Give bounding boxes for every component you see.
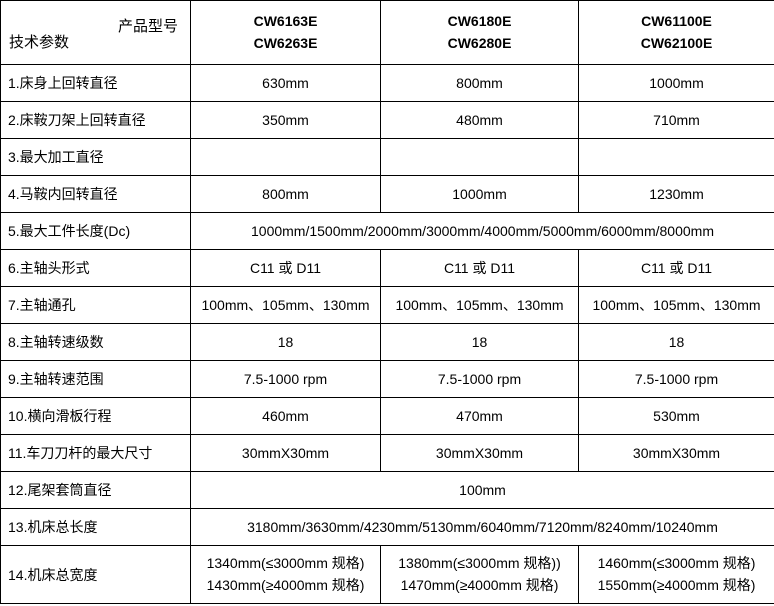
model-name: CW61100E <box>641 12 712 29</box>
corner-label-product-model: 产品型号 <box>117 18 178 35</box>
spec-value: 100mm、105mm、130mm <box>578 286 774 324</box>
spec-value-line: 1380mm(≤3000mm 规格)) <box>398 554 561 571</box>
spec-value: 480mm <box>380 101 579 139</box>
row-label: 12.尾架套筒直径 <box>0 471 191 509</box>
model-name: CW6280E <box>447 34 512 51</box>
row-label: 7.主轴通孔 <box>0 286 191 324</box>
spec-value: 30mmX30mm <box>380 434 579 472</box>
table-row: 5.最大工件长度(Dc) 1000mm/1500mm/2000mm/3000mm… <box>0 212 774 250</box>
row-label: 8.主轴转速级数 <box>0 323 191 361</box>
row-label: 14.机床总宽度 <box>0 545 191 604</box>
header-row: 产品型号 技术参数 CW6163E CW6263E CW6180E CW6280… <box>0 0 774 65</box>
table-row: 9.主轴转速范围 7.5-1000 rpm 7.5-1000 rpm 7.5-1… <box>0 360 774 398</box>
table-row: 8.主轴转速级数 18 18 18 <box>0 323 774 361</box>
table-row: 11.车刀刀杆的最大尺寸 30mmX30mm 30mmX30mm 30mmX30… <box>0 434 774 472</box>
spec-value-empty <box>380 138 579 176</box>
spec-value-multiline: 1460mm(≤3000mm 规格) 1550mm(≥4000mm 规格) <box>578 545 774 604</box>
table-row: 12.尾架套筒直径 100mm <box>0 471 774 509</box>
table-row: 10.横向滑板行程 460mm 470mm 530mm <box>0 397 774 435</box>
model-header-1: CW6163E CW6263E <box>190 0 381 65</box>
spec-value: 18 <box>190 323 381 361</box>
spec-value: 7.5-1000 rpm <box>190 360 381 398</box>
spec-value-multiline: 1340mm(≤3000mm 规格) 1430mm(≥4000mm 规格) <box>190 545 381 604</box>
row-label: 2.床鞍刀架上回转直径 <box>0 101 191 139</box>
spec-value: 18 <box>380 323 579 361</box>
spec-value: 1000mm <box>380 175 579 213</box>
row-label: 3.最大加工直径 <box>0 138 191 176</box>
model-header-3: CW61100E CW62100E <box>578 0 774 65</box>
spec-value: 30mmX30mm <box>190 434 381 472</box>
spec-value: 800mm <box>380 64 579 102</box>
table-row: 1.床身上回转直径 630mm 800mm 1000mm <box>0 64 774 102</box>
spec-value-multiline: 1380mm(≤3000mm 规格)) 1470mm(≥4000mm 规格) <box>380 545 579 604</box>
model-name: CW6263E <box>253 34 318 51</box>
corner-cell: 产品型号 技术参数 <box>0 0 191 65</box>
table-row: 13.机床总长度 3180mm/3630mm/4230mm/5130mm/604… <box>0 508 774 546</box>
spec-value-span: 1000mm/1500mm/2000mm/3000mm/4000mm/5000m… <box>190 212 774 250</box>
spec-value-line: 1460mm(≤3000mm 规格) <box>597 554 756 571</box>
spec-value-empty <box>578 138 774 176</box>
model-header-2: CW6180E CW6280E <box>380 0 579 65</box>
row-label: 6.主轴头形式 <box>0 249 191 287</box>
model-name: CW6180E <box>447 12 512 29</box>
table-row: 7.主轴通孔 100mm、105mm、130mm 100mm、105mm、130… <box>0 286 774 324</box>
model-name: CW62100E <box>640 34 713 51</box>
spec-value: 7.5-1000 rpm <box>578 360 774 398</box>
spec-value-line: 1430mm(≥4000mm 规格) <box>206 576 365 593</box>
spec-value-line: 1550mm(≥4000mm 规格) <box>597 576 756 593</box>
spec-value-line: 1470mm(≥4000mm 规格) <box>400 576 559 593</box>
spec-value-span: 3180mm/3630mm/4230mm/5130mm/6040mm/7120m… <box>190 508 774 546</box>
spec-value: 1000mm <box>578 64 774 102</box>
spec-value: 460mm <box>190 397 381 435</box>
spec-value: 530mm <box>578 397 774 435</box>
row-label: 13.机床总长度 <box>0 508 191 546</box>
spec-value: 30mmX30mm <box>578 434 774 472</box>
row-label: 5.最大工件长度(Dc) <box>0 212 191 250</box>
spec-value: C11 或 D11 <box>578 249 774 287</box>
spec-value: C11 或 D11 <box>190 249 381 287</box>
row-label: 10.横向滑板行程 <box>0 397 191 435</box>
spec-value: C11 或 D11 <box>380 249 579 287</box>
model-name: CW6163E <box>253 12 318 29</box>
row-label: 1.床身上回转直径 <box>0 64 191 102</box>
spec-value-span: 100mm <box>190 471 774 509</box>
spec-value: 470mm <box>380 397 579 435</box>
spec-value: 1230mm <box>578 175 774 213</box>
spec-value: 7.5-1000 rpm <box>380 360 579 398</box>
spec-value: 350mm <box>190 101 381 139</box>
spec-value-line: 1340mm(≤3000mm 规格) <box>206 554 365 571</box>
table-row: 3.最大加工直径 <box>0 138 774 176</box>
spec-value: 100mm、105mm、130mm <box>190 286 381 324</box>
spec-value: 630mm <box>190 64 381 102</box>
spec-value: 710mm <box>578 101 774 139</box>
row-label: 11.车刀刀杆的最大尺寸 <box>0 434 191 472</box>
row-label: 9.主轴转速范围 <box>0 360 191 398</box>
spec-value: 100mm、105mm、130mm <box>380 286 579 324</box>
row-label: 4.马鞍内回转直径 <box>0 175 191 213</box>
table-row: 14.机床总宽度 1340mm(≤3000mm 规格) 1430mm(≥4000… <box>0 545 774 604</box>
corner-label-tech-params: 技术参数 <box>9 34 70 51</box>
spec-value: 800mm <box>190 175 381 213</box>
table-row: 4.马鞍内回转直径 800mm 1000mm 1230mm <box>0 175 774 213</box>
spec-value: 18 <box>578 323 774 361</box>
spec-value-empty <box>190 138 381 176</box>
table-row: 2.床鞍刀架上回转直径 350mm 480mm 710mm <box>0 101 774 139</box>
table-row: 6.主轴头形式 C11 或 D11 C11 或 D11 C11 或 D11 <box>0 249 774 287</box>
